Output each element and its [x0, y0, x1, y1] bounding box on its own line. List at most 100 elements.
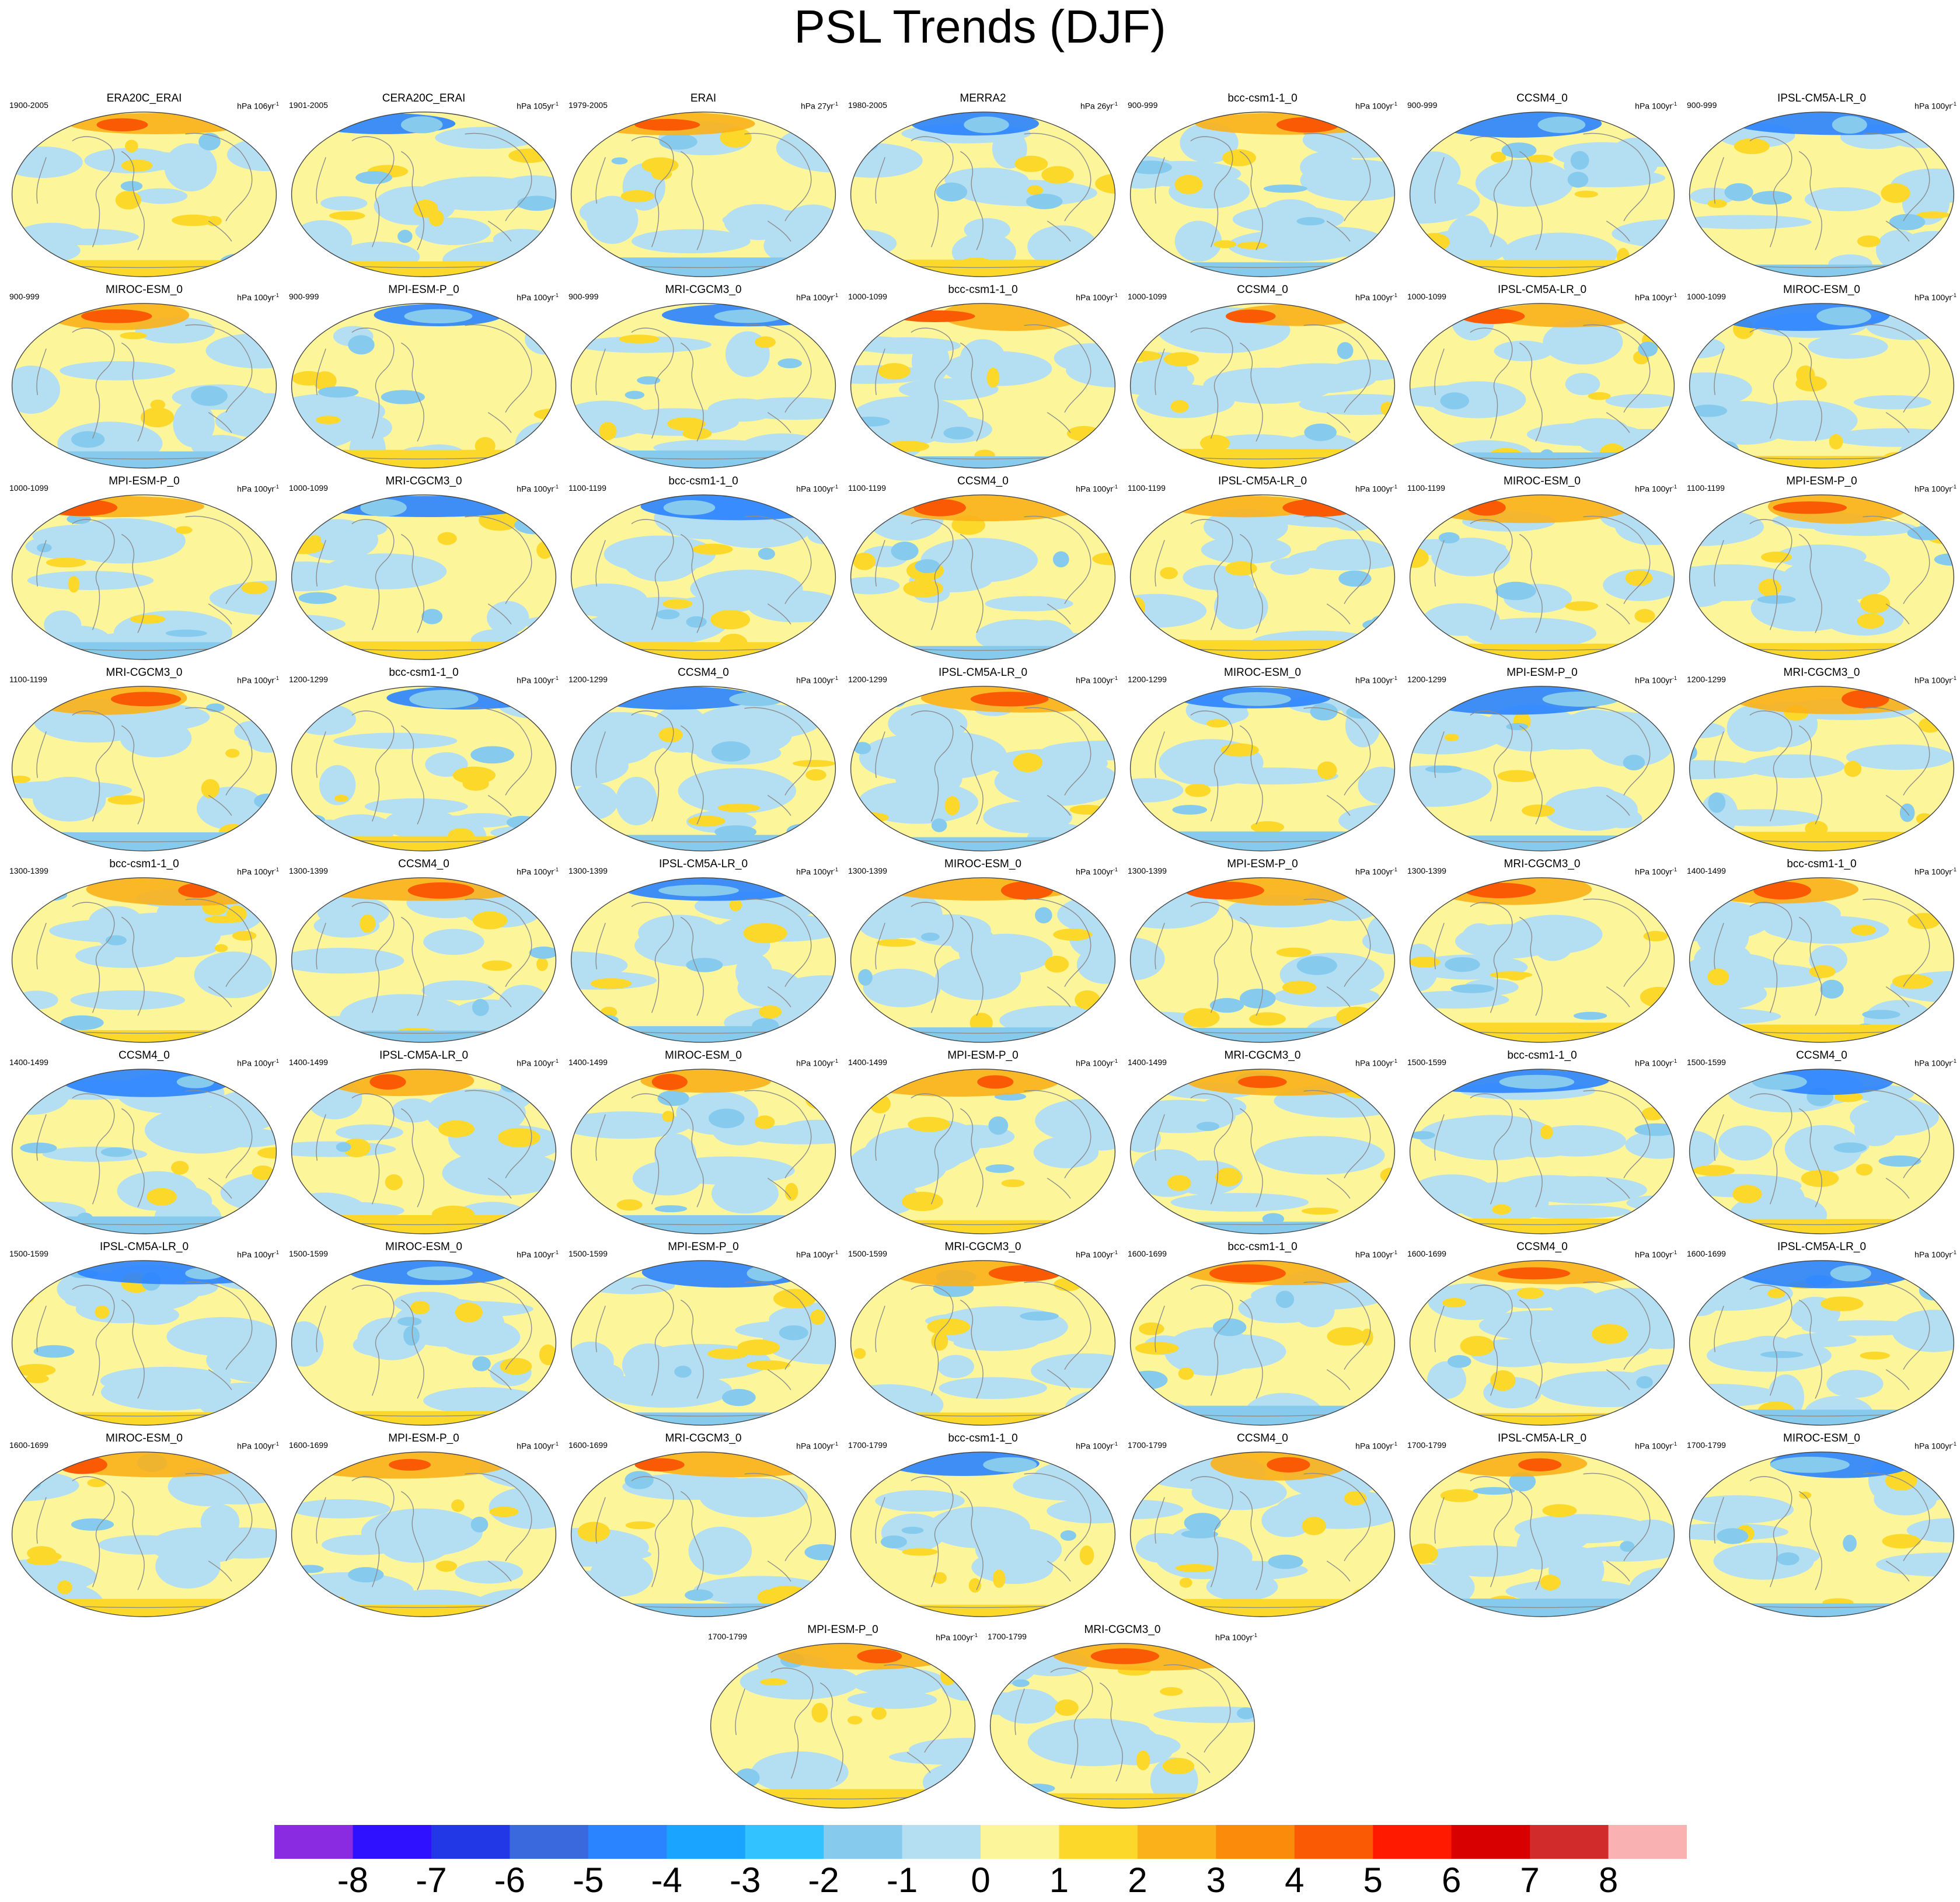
panel-period: 1700-1799 [1128, 1440, 1167, 1450]
colorbar-segment [1373, 1825, 1452, 1859]
world-map [1409, 111, 1675, 277]
panel-title: MRI-CGCM3_0 [665, 1432, 742, 1444]
panel-units-base: hPa 100yr [1635, 484, 1672, 494]
panel-title: CCSM4_0 [118, 1049, 170, 1062]
panel-period: 1100-1199 [848, 483, 886, 493]
panel-units-exponent: -1 [1672, 1441, 1677, 1447]
panel-title: CCSM4_0 [1796, 1049, 1847, 1062]
colorbar-tick-label: 3 [1206, 1861, 1226, 1900]
panel-period: 1700-1799 [708, 1632, 747, 1641]
panel-units-exponent: -1 [553, 867, 559, 873]
panel-period: 1200-1299 [848, 675, 887, 684]
panel-units: hPa 100yr-1 [1635, 291, 1677, 302]
colorbar-tick-label: 8 [1598, 1861, 1619, 1900]
panel-units: hPa 100yr-1 [1076, 482, 1118, 494]
panel-units: hPa 100yr-1 [1914, 1248, 1956, 1259]
panel-units-base: hPa 100yr [1076, 292, 1113, 302]
panel-units-exponent: -1 [1392, 484, 1397, 490]
panel-units: hPa 100yr-1 [796, 673, 838, 685]
panel-period: 1500-1599 [9, 1249, 48, 1258]
map-panel: bcc-csm1-1_0 1400-1499 hPa 100yr-1 [1682, 853, 1960, 1045]
panel-units: hPa 100yr-1 [1914, 482, 1956, 494]
map-panel: MPI-ESM-P_0 1300-1399 hPa 100yr-1 [1123, 853, 1402, 1045]
panel-units-base: hPa 100yr [517, 867, 554, 877]
world-map [11, 1260, 277, 1426]
map-panel: bcc-csm1-1_0 900-999 hPa 100yr-1 [1123, 88, 1402, 279]
map-panel: MIROC-ESM_0 1400-1499 hPa 100yr-1 [564, 1045, 843, 1236]
map-panel: MPI-ESM-P_0 1000-1099 hPa 100yr-1 [5, 470, 284, 662]
panel-units-exponent: -1 [1112, 1441, 1118, 1447]
panel-period: 1300-1399 [848, 866, 887, 875]
panel-units-base: hPa 100yr [1914, 101, 1952, 111]
panel-units: hPa 26yr-1 [1080, 99, 1118, 111]
panel-units-exponent: -1 [1392, 292, 1397, 298]
panel-units-base: hPa 100yr [1355, 675, 1393, 685]
panel-period: 1400-1499 [1687, 866, 1726, 875]
panel-units-base: hPa 100yr [1076, 675, 1113, 685]
world-map [570, 877, 836, 1043]
panel-units-base: hPa 100yr [796, 484, 833, 494]
panel-units-base: hPa 100yr [237, 1058, 274, 1068]
world-map [570, 1451, 836, 1617]
panel-units: hPa 100yr-1 [517, 1439, 559, 1451]
panel-title: MIROC-ESM_0 [106, 284, 183, 296]
panel-period: 900-999 [569, 292, 599, 301]
panel-units-exponent: -1 [553, 292, 559, 298]
panel-units-base: hPa 100yr [796, 675, 833, 685]
panel-units-base: hPa 100yr [1635, 675, 1672, 685]
panel-title: MIROC-ESM_0 [944, 858, 1021, 870]
panel-units: hPa 100yr-1 [796, 291, 838, 302]
map-panel: ERAI 1979-2005 hPa 27yr-1 [564, 88, 843, 279]
panel-title: IPSL-CM5A-LR_0 [1497, 1432, 1587, 1444]
panel-title: MIROC-ESM_0 [385, 1241, 462, 1253]
colorbar-tick-label: 2 [1128, 1861, 1148, 1900]
panel-units: hPa 100yr-1 [796, 865, 838, 877]
panel-units-base: hPa 100yr [1076, 867, 1113, 877]
panel-title: bcc-csm1-1_0 [1507, 1049, 1577, 1062]
colorbar-tick-label: -8 [337, 1861, 369, 1900]
panel-units-base: hPa 100yr [237, 1250, 274, 1259]
panel-units-base: hPa 105yr [517, 101, 554, 111]
panel-title: IPSL-CM5A-LR_0 [99, 1241, 189, 1253]
panel-units: hPa 100yr-1 [1635, 1248, 1677, 1259]
map-panel: CCSM4_0 1400-1499 hPa 100yr-1 [5, 1045, 284, 1236]
panel-units: hPa 100yr-1 [1355, 1056, 1397, 1068]
panel-units-exponent: -1 [274, 101, 279, 107]
map-panel: MPI-ESM-P_0 1200-1299 hPa 100yr-1 [1403, 662, 1682, 853]
panel-units-exponent: -1 [553, 675, 559, 681]
colorbar-segment [1294, 1825, 1373, 1859]
panel-units: hPa 100yr-1 [1635, 482, 1677, 494]
world-map [1409, 1451, 1675, 1617]
colorbar-segment [902, 1825, 981, 1859]
map-panel: MPI-ESM-P_0 1400-1499 hPa 100yr-1 [843, 1045, 1122, 1236]
panel-units: hPa 100yr-1 [237, 865, 279, 877]
panel-units-base: hPa 100yr [237, 484, 274, 494]
panel-units: hPa 100yr-1 [1076, 1056, 1118, 1068]
panel-units: hPa 100yr-1 [1355, 291, 1397, 302]
panel-units-exponent: -1 [274, 1058, 279, 1064]
panel-units-exponent: -1 [1951, 1058, 1956, 1064]
map-panel: bcc-csm1-1_0 1000-1099 hPa 100yr-1 [843, 279, 1122, 470]
panel-units-exponent: -1 [833, 101, 838, 107]
world-map [850, 303, 1116, 469]
panel-period: 1901-2005 [289, 100, 328, 110]
panel-period: 900-999 [9, 292, 40, 301]
panel-units-base: hPa 100yr [1355, 1250, 1393, 1259]
map-panel: bcc-csm1-1_0 1200-1299 hPa 100yr-1 [284, 662, 563, 853]
map-panel: MRI-CGCM3_0 1100-1199 hPa 100yr-1 [5, 662, 284, 853]
panel-units-exponent: -1 [1672, 101, 1677, 107]
panel-units-base: hPa 100yr [796, 1250, 833, 1259]
panel-title: MIROC-ESM_0 [1504, 475, 1581, 487]
panel-period: 1600-1699 [569, 1440, 608, 1450]
panel-units: hPa 100yr-1 [1355, 1439, 1397, 1451]
map-panel: MIROC-ESM_0 1700-1799 hPa 100yr-1 [1682, 1428, 1960, 1619]
panel-units-exponent: -1 [1672, 1058, 1677, 1064]
map-panel: MPI-ESM-P_0 900-999 hPa 100yr-1 [284, 279, 563, 470]
colorbar-segment [353, 1825, 432, 1859]
map-panel: IPSL-CM5A-LR_0 1300-1399 hPa 100yr-1 [564, 853, 843, 1045]
world-map [11, 686, 277, 851]
panel-units: hPa 100yr-1 [796, 1248, 838, 1259]
world-map [291, 1260, 557, 1426]
panel-units: hPa 100yr-1 [1355, 865, 1397, 877]
world-map [291, 1451, 557, 1617]
